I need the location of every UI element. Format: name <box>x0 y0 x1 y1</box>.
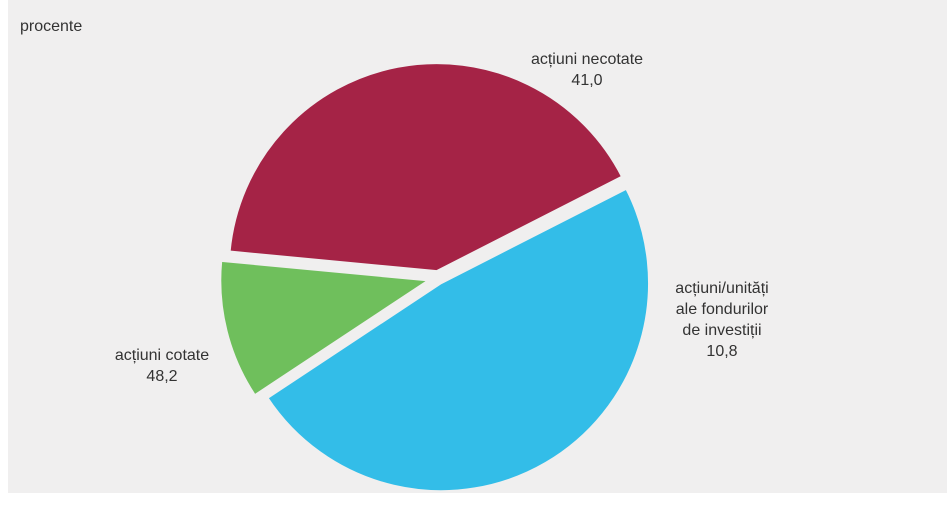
slice-value-label-2: 10,8 <box>706 343 737 360</box>
unit-label: procente <box>20 18 83 35</box>
pie-slice-1 <box>228 62 624 273</box>
slice-value-label-1: 41,0 <box>571 72 602 89</box>
pie-slices <box>219 62 651 493</box>
slice-name-label-3: acțiuni cotate <box>115 347 209 364</box>
pie-slice-2 <box>219 259 432 397</box>
slice-name-label-1: acțiuni necotate <box>531 51 643 68</box>
slice-value-label-3: 48,2 <box>146 368 177 385</box>
slice-name-label-2: de investiții <box>682 322 761 339</box>
slice-name-label-2: acțiuni/unități <box>675 280 768 297</box>
pie-labels: acțiuni necotate 41,0 acțiuni/unități ale f… <box>115 51 769 385</box>
slice-name-label-2: ale fondurilor <box>676 301 769 318</box>
pie-slice-3 <box>266 187 651 493</box>
